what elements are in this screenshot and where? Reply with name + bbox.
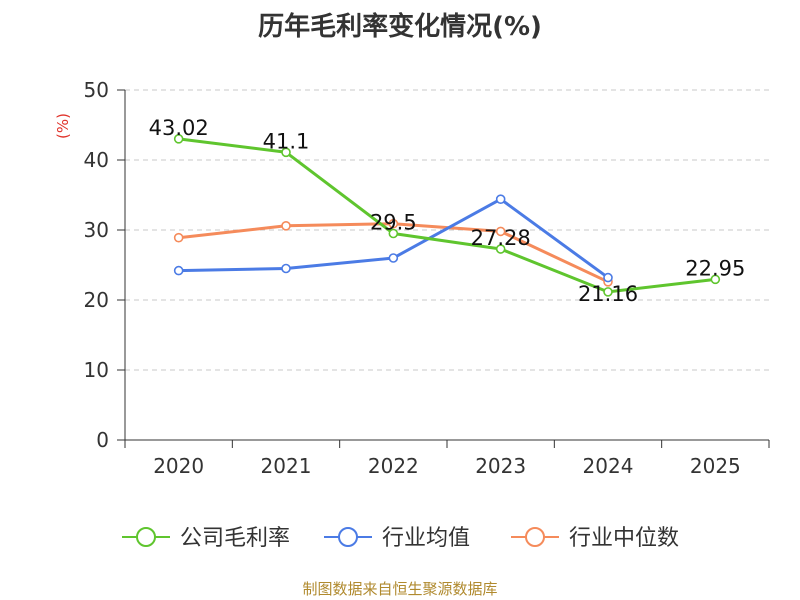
data-point — [281, 221, 291, 231]
y-tick-label: 0 — [96, 428, 109, 452]
data-point — [495, 244, 506, 254]
data-point — [281, 147, 291, 158]
y-tick-label: 10 — [84, 358, 109, 382]
x-tick-label: 2024 — [583, 454, 634, 478]
y-tick-label: 50 — [84, 78, 109, 102]
data-point — [710, 274, 721, 285]
data-point — [388, 218, 399, 229]
data-label: 41.1 — [263, 129, 310, 153]
data-label: 22.95 — [685, 256, 745, 280]
data-point — [173, 232, 184, 243]
x-tick-label: 2023 — [475, 454, 526, 478]
series-line — [178, 137, 716, 294]
data-point — [495, 226, 506, 237]
data-point — [388, 253, 399, 263]
data-point — [173, 134, 184, 144]
x-tick-label: 2021 — [261, 454, 312, 478]
data-point — [281, 263, 291, 274]
x-tick-label: 2022 — [368, 454, 419, 478]
legend-marker — [136, 527, 156, 547]
legend-marker — [525, 527, 545, 547]
data-point — [603, 272, 613, 283]
chart-title: 历年毛利率变化情况(%) — [258, 12, 542, 42]
legend-label: 行业中位数 — [569, 526, 679, 551]
data-label: 27.28 — [471, 226, 531, 250]
y-tick-label: 40 — [84, 148, 109, 172]
source-note: 制图数据来自恒生聚源数据库 — [302, 580, 498, 598]
x-tick-label: 2025 — [690, 454, 741, 478]
data-point — [173, 265, 184, 276]
y-tick-label: 20 — [84, 288, 109, 312]
data-label: 29.5 — [370, 211, 417, 235]
data-point — [495, 194, 506, 204]
data-label: 21.16 — [578, 282, 638, 306]
data-label: 43.02 — [149, 116, 209, 140]
data-point — [388, 228, 399, 239]
y-tick-label: 30 — [84, 218, 109, 242]
y-axis-label: (%) — [54, 113, 72, 139]
legend-label: 公司毛利率 — [180, 526, 290, 551]
x-tick-label: 2020 — [153, 454, 204, 478]
legend-marker — [338, 527, 358, 547]
data-point — [603, 287, 613, 297]
legend-label: 行业均值 — [382, 526, 470, 551]
